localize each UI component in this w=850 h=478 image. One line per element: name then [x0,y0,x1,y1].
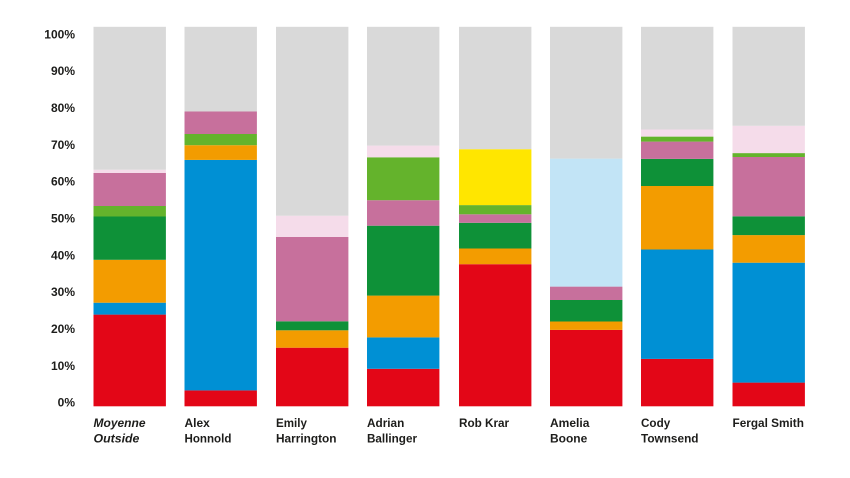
svg-text:0%: 0% [58,396,76,410]
svg-text:60%: 60% [51,175,75,189]
svg-text:Adrian: Adrian [367,416,404,430]
svg-text:70%: 70% [51,138,75,152]
svg-text:Honnold: Honnold [185,432,232,446]
svg-text:50%: 50% [51,212,75,226]
svg-text:Cody: Cody [641,416,671,430]
svg-text:Amelia: Amelia [550,416,590,430]
svg-text:Emily: Emily [276,416,307,430]
svg-text:10%: 10% [51,359,75,373]
svg-text:Fergal Smith: Fergal Smith [733,416,804,430]
svg-text:40%: 40% [51,248,75,262]
svg-text:Moyenne: Moyenne [94,416,146,430]
svg-text:Harrington: Harrington [276,432,337,446]
svg-text:Boone: Boone [550,432,588,446]
svg-text:90%: 90% [51,64,75,78]
svg-text:Alex: Alex [185,416,211,430]
svg-text:Townsend: Townsend [641,432,699,446]
svg-text:80%: 80% [51,101,75,115]
svg-text:Outside: Outside [94,432,140,446]
svg-text:100%: 100% [44,27,75,41]
svg-text:Rob Krar: Rob Krar [459,416,509,430]
svg-text:Ballinger: Ballinger [367,432,417,446]
svg-text:30%: 30% [51,285,75,299]
svg-text:20%: 20% [51,322,75,336]
